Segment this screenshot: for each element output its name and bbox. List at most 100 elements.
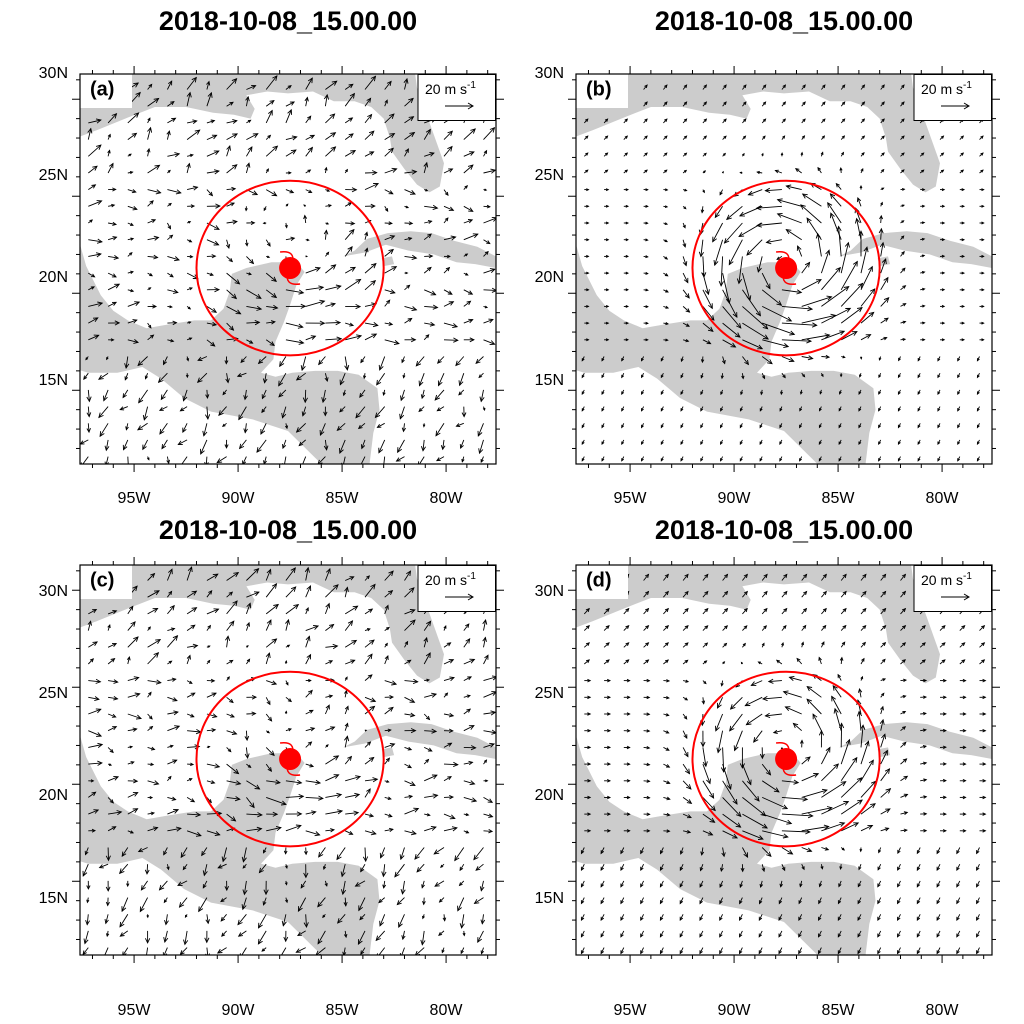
wind-vector xyxy=(144,930,151,944)
wind-vector xyxy=(959,728,967,733)
wind-vector xyxy=(621,372,625,379)
wind-vector xyxy=(584,762,592,766)
wind-vector xyxy=(167,677,177,682)
wind-vector xyxy=(443,168,454,174)
wind-vector xyxy=(604,829,612,833)
wind-vector xyxy=(581,356,585,362)
wind-vector xyxy=(583,118,589,124)
wind-vector xyxy=(246,797,255,809)
wind-vector xyxy=(226,747,232,753)
wind-vector xyxy=(147,626,151,631)
wind-vector xyxy=(325,694,334,699)
wind-vector xyxy=(86,880,91,890)
wind-vector xyxy=(245,162,251,174)
wind-vector xyxy=(880,297,890,307)
wind-vector xyxy=(384,299,391,307)
wind-vector xyxy=(663,205,669,209)
wind-vector xyxy=(325,809,344,815)
lat-label-30n: 30N xyxy=(535,583,564,600)
wind-vector xyxy=(246,84,257,90)
wind-vector xyxy=(603,642,610,648)
wind-vector xyxy=(781,779,800,785)
lon-label-90w: 90W xyxy=(718,490,752,507)
wind-vector xyxy=(443,676,455,682)
wind-vector xyxy=(325,726,336,732)
wind-vector xyxy=(604,812,612,816)
wind-vector xyxy=(682,573,689,581)
wind-vector xyxy=(463,205,474,212)
wind-vector xyxy=(801,193,822,207)
wind-vector xyxy=(979,642,986,648)
wind-vector xyxy=(104,914,109,925)
wind-vector xyxy=(459,439,465,450)
wind-vector xyxy=(304,566,310,581)
wind-vector xyxy=(244,747,250,760)
lon-label-95w: 95W xyxy=(614,490,648,507)
wind-vector xyxy=(774,169,783,174)
wind-vector xyxy=(959,695,967,700)
wind-vector xyxy=(604,695,612,700)
wind-vector xyxy=(879,718,885,731)
wind-vector xyxy=(880,573,887,581)
wind-vector xyxy=(781,135,786,140)
wind-vector xyxy=(147,272,153,277)
wind-vector xyxy=(880,705,884,715)
wind-vector xyxy=(761,607,768,615)
wind-vector xyxy=(167,660,173,665)
lat-label-30n: 30N xyxy=(39,65,68,82)
wind-vector xyxy=(936,847,941,855)
wind-vector xyxy=(920,204,926,208)
wind-vector xyxy=(860,265,873,290)
wind-vector xyxy=(364,674,373,681)
wind-vector xyxy=(679,914,684,922)
wind-vector xyxy=(404,337,417,343)
wind-vector xyxy=(621,439,625,446)
wind-vector xyxy=(404,221,414,226)
wind-vector xyxy=(186,692,196,698)
wind-vector xyxy=(663,289,669,293)
wind-vector xyxy=(939,745,947,749)
wind-vector xyxy=(663,169,668,174)
wind-vector xyxy=(285,303,307,309)
wind-vector xyxy=(103,389,109,402)
wind-vector xyxy=(900,711,907,715)
wind-vector xyxy=(305,709,314,715)
wind-vector xyxy=(801,847,813,853)
wind-vector xyxy=(900,250,905,257)
wind-vector xyxy=(435,456,445,462)
wind-vector xyxy=(477,423,484,437)
wind-vector xyxy=(107,133,111,140)
wind-vector xyxy=(416,863,425,873)
wind-vector xyxy=(831,695,842,715)
wind-vector xyxy=(920,321,926,325)
wind-vector xyxy=(246,780,261,790)
wind-vector xyxy=(584,221,590,225)
wind-vector xyxy=(222,389,227,396)
wind-vector xyxy=(440,863,445,869)
wind-vector xyxy=(860,152,865,157)
wind-vector xyxy=(663,135,668,140)
wind-vector xyxy=(305,625,320,632)
wind-vector xyxy=(424,188,429,192)
wind-vector xyxy=(643,829,651,833)
wind-vector xyxy=(246,591,260,598)
reference-vector-arrowhead xyxy=(963,593,970,601)
wind-vector xyxy=(959,678,967,683)
wind-vector xyxy=(455,356,465,367)
wind-vector xyxy=(323,439,329,451)
wind-vector xyxy=(483,216,496,224)
wind-vector xyxy=(719,189,724,196)
wind-vector xyxy=(840,101,846,107)
wind-vector xyxy=(939,254,946,258)
wind-vector xyxy=(702,322,714,332)
wind-vector xyxy=(404,619,416,631)
wind-vector xyxy=(880,692,885,698)
wind-vector xyxy=(417,456,425,464)
wind-vector xyxy=(702,830,714,836)
wind-vector xyxy=(760,389,764,396)
wind-vector xyxy=(784,706,802,715)
wind-vector xyxy=(463,272,469,276)
wind-vector xyxy=(682,624,689,631)
wind-vector xyxy=(857,914,862,922)
wind-vector xyxy=(345,221,356,226)
